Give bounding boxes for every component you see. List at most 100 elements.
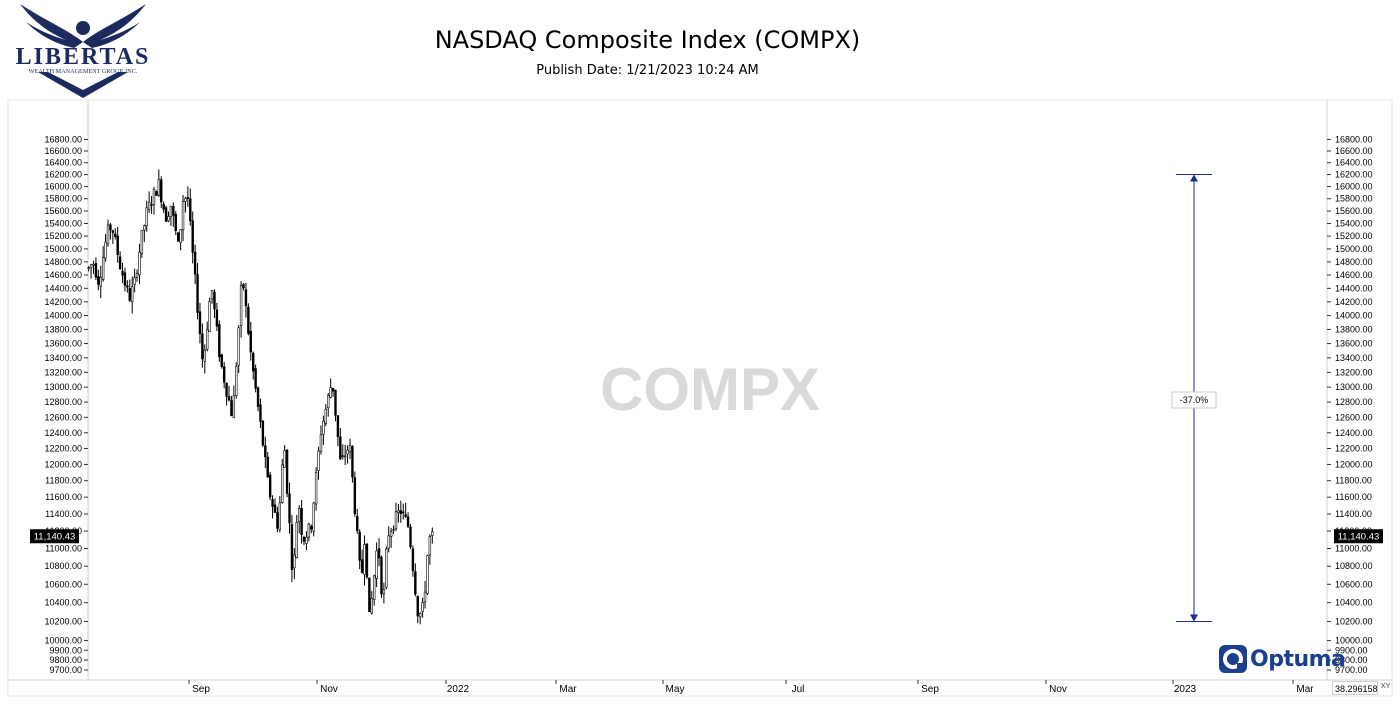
candle-body [111, 230, 115, 233]
logo-wordmark: LIBERTAS [16, 44, 151, 70]
candle-body [106, 224, 110, 245]
candle-body [215, 309, 219, 327]
y-tick-label-right: 12000.00 [1335, 459, 1373, 469]
y-tick-label-left: 15400.00 [44, 218, 82, 228]
candle-body [392, 528, 395, 531]
candle-body [162, 203, 165, 210]
libertas-logo: LIBERTAS WEALTH MANAGEMENT GROUP, INC. [8, 0, 158, 100]
xy-toggle[interactable]: XY [1381, 683, 1391, 690]
y-tick-label-right: 14200.00 [1335, 297, 1373, 307]
candle-body [411, 548, 415, 572]
candle-body [230, 400, 233, 417]
candle-body [109, 224, 112, 231]
candle-body [418, 612, 422, 618]
candle-body [174, 214, 177, 231]
candle-body [249, 330, 252, 353]
y-tick-label-left: 9700.00 [49, 665, 82, 675]
candle-body [404, 514, 407, 517]
y-tick-label-left: 13800.00 [44, 324, 82, 334]
publish-date: Publish Date: 1/21/2023 10:24 AM [536, 63, 759, 78]
candle-body [235, 366, 238, 397]
candle-body [164, 207, 168, 222]
y-tick-label-left: 13600.00 [44, 339, 82, 349]
candle-body [382, 589, 386, 595]
candle-body [242, 283, 245, 289]
candle-body [397, 510, 400, 513]
candle-body [186, 197, 190, 199]
y-tick-label-left: 10400.00 [44, 598, 82, 608]
x-tick-label: May [666, 684, 685, 695]
candle-body [92, 263, 95, 266]
candle-body [329, 387, 332, 398]
y-tick-label-right: 10200.00 [1335, 616, 1373, 626]
y-tick-label-left: 14000.00 [44, 311, 82, 321]
y-tick-label-left: 15000.00 [44, 244, 82, 254]
y-tick-label-right: 15000.00 [1335, 244, 1373, 254]
candle-body [179, 229, 182, 244]
y-tick-label-left: 10800.00 [44, 561, 82, 571]
candle-body [155, 191, 158, 196]
y-tick-label-left: 15200.00 [44, 231, 82, 241]
candle-body [375, 550, 378, 579]
y-tick-label-right: 15200.00 [1335, 231, 1373, 241]
candle-body [341, 455, 344, 457]
candle-body [281, 464, 284, 503]
candle-body [385, 548, 388, 588]
y-tick-label-right: 15800.00 [1335, 194, 1373, 204]
candle-body [128, 288, 131, 301]
candle-body [222, 366, 226, 383]
x-tick-label: Sep [192, 684, 210, 695]
candle-body [348, 445, 352, 453]
y-tick-label-right: 11800.00 [1335, 476, 1372, 486]
candle-body [322, 420, 325, 435]
y-tick-label-left: 12600.00 [44, 412, 82, 422]
candle-body [356, 516, 359, 532]
candle-body [254, 368, 257, 389]
x-tick-label: Mar [559, 684, 577, 695]
candle-body [138, 251, 141, 276]
candle-body [87, 267, 90, 269]
candle-body [176, 232, 180, 242]
candle-body [324, 408, 328, 424]
y-tick-label-right: 16400.00 [1335, 158, 1373, 168]
measure-label-box [1171, 391, 1217, 409]
y-tick-label-left: 12200.00 [44, 443, 82, 453]
candle-body [273, 504, 277, 513]
y-tick-label-right: 9900.00 [1335, 645, 1368, 655]
y-tick-label-right: 11600.00 [1335, 492, 1372, 502]
candle-body [259, 404, 262, 422]
candle-body [121, 270, 124, 276]
y-tick-label-left: 14400.00 [44, 283, 82, 293]
y-tick-label-right: 10000.00 [1335, 636, 1373, 646]
y-tick-label-right: 15400.00 [1335, 218, 1373, 228]
y-tick-label-left: 15800.00 [44, 194, 82, 204]
candle-body [268, 474, 272, 498]
y-tick-label-left: 16600.00 [44, 146, 82, 156]
y-tick-label-right: 14800.00 [1335, 257, 1373, 267]
y-tick-label-left: 13200.00 [44, 367, 82, 377]
candle-body [331, 387, 335, 392]
candle-body [387, 535, 390, 549]
y-tick-label-right: 12800.00 [1335, 397, 1373, 407]
candle-body [239, 285, 243, 326]
y-tick-label-right: 10400.00 [1335, 598, 1373, 608]
y-tick-label-right: 16000.00 [1335, 182, 1373, 192]
y-tick-label-right: 9800.00 [1335, 655, 1368, 665]
x-tick-label: Jul [792, 684, 805, 695]
measurement-tool[interactable]: -37.0% [1171, 174, 1217, 622]
y-tick-label-left: 10200.00 [44, 616, 82, 626]
candle-body [123, 272, 127, 286]
candle-body [198, 311, 202, 335]
y-tick-label-left: 11000.00 [45, 544, 82, 554]
x-tick-label: Nov [320, 684, 338, 695]
y-tick-label-right: 13000.00 [1335, 382, 1373, 392]
candle-body [426, 555, 429, 594]
candle-body [116, 235, 119, 256]
y-tick-label-left: 10000.00 [44, 636, 82, 646]
candle-body [319, 434, 323, 452]
chart-border [7, 99, 1393, 697]
candle-body [310, 525, 313, 530]
chevron-icon [38, 72, 128, 98]
